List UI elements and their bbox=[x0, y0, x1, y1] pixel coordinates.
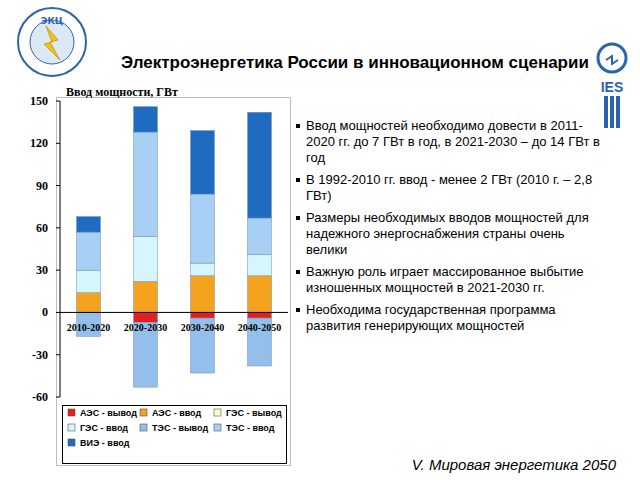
title: Электроэнергетика России в инновационном… bbox=[120, 52, 590, 74]
legend-label: ГЭС - вывод bbox=[226, 408, 282, 418]
bar bbox=[77, 232, 101, 270]
legend-box bbox=[63, 406, 287, 464]
logo-wave bbox=[606, 56, 618, 64]
tick-mark bbox=[56, 312, 60, 313]
bullet: Ввод мощностей необходимо довести в 2011… bbox=[296, 118, 606, 166]
bar bbox=[248, 112, 272, 218]
bullet: Размеры необходимых вводов мощностей для… bbox=[296, 210, 606, 258]
legend-key bbox=[214, 409, 221, 416]
bullet: Важную роль играет массированное выбытие… bbox=[296, 264, 606, 296]
legend-key bbox=[214, 424, 221, 431]
logo-core bbox=[30, 20, 74, 64]
legend-key bbox=[68, 409, 75, 416]
tick-mark bbox=[56, 143, 60, 144]
tick-mark bbox=[56, 270, 60, 271]
legend-key bbox=[140, 409, 147, 416]
tick-mark bbox=[56, 354, 60, 355]
bar bbox=[134, 107, 158, 132]
bullet-list: Ввод мощностей необходимо довести в 2011… bbox=[296, 118, 606, 340]
bar bbox=[134, 312, 158, 322]
category-label: 2010-2020 bbox=[67, 322, 110, 333]
tick-label: 150 bbox=[30, 94, 48, 108]
x-axis bbox=[60, 312, 288, 313]
bar bbox=[248, 218, 272, 255]
logo-left: ЭКЦ bbox=[18, 8, 86, 76]
tick-label: -30 bbox=[32, 348, 48, 362]
category-label: 2040-2050 bbox=[238, 322, 281, 333]
logo-bar bbox=[610, 96, 614, 128]
tick-mark bbox=[56, 397, 60, 398]
bar bbox=[134, 132, 158, 236]
tick-label: 90 bbox=[36, 179, 48, 193]
logo-right: IES bbox=[598, 44, 626, 128]
logo-bar bbox=[604, 96, 608, 128]
chart-svg: ЭКЦ IES Ввод мощности, ГВт -60 -30 0 30 60 90 120… bbox=[0, 0, 640, 480]
bar bbox=[191, 276, 215, 313]
axis-title: Ввод мощности, ГВт bbox=[66, 85, 178, 99]
bars bbox=[77, 107, 272, 387]
tick-label: 0 bbox=[42, 305, 48, 319]
bar bbox=[248, 312, 272, 318]
logo-bolt bbox=[44, 26, 60, 60]
y-axis bbox=[60, 101, 61, 397]
logo-ring bbox=[18, 8, 86, 76]
legend-label: ВИЭ - ввод bbox=[80, 438, 130, 448]
tick-label: 60 bbox=[36, 221, 48, 235]
legend-key bbox=[68, 439, 75, 446]
tick-mark bbox=[56, 101, 60, 102]
footer: V. Мировая энергетика 2050 bbox=[412, 456, 616, 473]
bar bbox=[134, 281, 158, 312]
bar bbox=[191, 194, 215, 263]
bullet: В 1992-2010 гг. ввод - менее 2 ГВт (2010… bbox=[296, 172, 606, 204]
logo-text: ЭКЦ bbox=[41, 16, 63, 26]
legend: АЭС - вывод АЭС - ввод ГЭС - вывод ГЭС - вв… bbox=[63, 406, 287, 464]
slide: {"chart_data": {"type": "bar", "title": … bbox=[0, 0, 640, 480]
legend-label: ТЭС - ввод bbox=[226, 423, 275, 433]
logo-circle bbox=[598, 44, 626, 72]
bar bbox=[191, 312, 215, 318]
legend-label: ГЭС - ввод bbox=[80, 423, 128, 433]
logo-text: IES bbox=[601, 79, 624, 95]
logo-bar bbox=[616, 96, 620, 128]
legend-key bbox=[140, 424, 147, 431]
bar bbox=[248, 255, 272, 276]
legend-key bbox=[68, 424, 75, 431]
tick-label: 120 bbox=[30, 136, 48, 150]
bar bbox=[248, 276, 272, 313]
bar bbox=[191, 131, 215, 194]
legend-label: АЭС - ввод bbox=[152, 408, 202, 418]
bar bbox=[77, 270, 101, 293]
tick-label: 30 bbox=[36, 263, 48, 277]
legend-label: ТЭС - вывод bbox=[152, 423, 208, 433]
category-label: 2020-2030 bbox=[124, 322, 167, 333]
bar bbox=[77, 293, 101, 313]
bullet: Необходима государственная программа раз… bbox=[296, 302, 606, 334]
tick-label: -60 bbox=[32, 390, 48, 404]
chart-frame bbox=[57, 98, 291, 466]
tick-mark bbox=[56, 227, 60, 228]
category-label: 2030-2040 bbox=[181, 322, 224, 333]
bar bbox=[77, 217, 101, 233]
tick-mark bbox=[56, 185, 60, 186]
legend-label: АЭС - вывод bbox=[80, 408, 137, 418]
bar bbox=[134, 236, 158, 281]
bar bbox=[191, 263, 215, 276]
